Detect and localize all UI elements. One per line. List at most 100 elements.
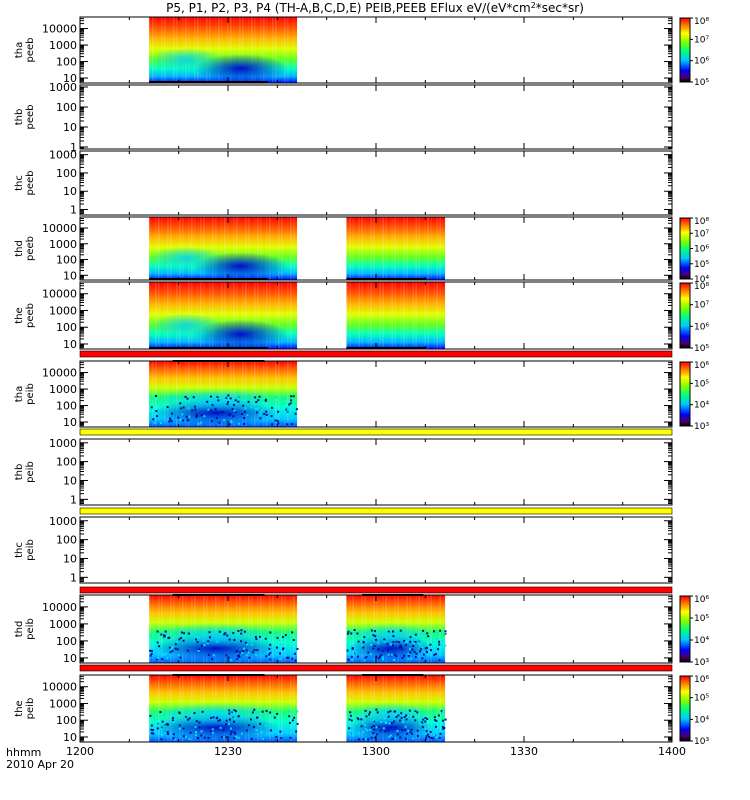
spectrogram-texture [293,675,295,742]
spectrogram-texture [149,17,151,83]
speckle [295,408,298,411]
speckle [251,640,254,643]
colorbar-tick-label: 10⁵ [694,260,709,270]
speckle [251,711,254,714]
speckle [429,643,432,646]
spectrogram-texture [290,675,292,742]
speckle [373,728,376,731]
spectrogram-texture [439,282,441,349]
speckle [414,709,417,712]
speckle [387,632,390,635]
speckle [369,728,372,731]
speckle [364,709,367,712]
speckle [182,727,185,730]
speckle [414,719,417,722]
spectrogram-texture [275,17,277,83]
status-bar [79,586,673,594]
speckle [251,401,253,404]
speckle [207,640,210,643]
speckle [233,639,236,641]
speckle [436,631,439,634]
spectrogram-texture [272,675,274,742]
speckle [171,714,174,717]
x-tick-label: 1330 [510,745,538,758]
speckle [389,710,392,713]
speckle [178,712,181,715]
spectrogram-texture [391,217,393,280]
speckle [267,655,270,658]
spectrogram-texture [358,282,360,349]
spectrogram-texture [427,282,429,349]
spectrogram-texture [161,17,163,83]
speckle [273,410,276,413]
y-axis-label-probe: thb [14,464,25,481]
speckle [411,732,413,735]
speckle [286,732,289,734]
spectrogram-texture [287,361,289,427]
speckle [171,719,174,722]
y-tick-label: 1000 [49,39,77,52]
speckle [170,420,173,423]
speckle [253,725,255,728]
y-tick-label: 100 [56,456,77,469]
speckle [372,732,375,734]
spectrogram-texture [352,282,354,349]
x-tick-label: 1400 [658,745,686,758]
speckle [391,737,394,740]
speckle [163,635,165,638]
speckle [425,730,428,733]
spectrogram-texture [293,595,295,663]
x-tick-label: 1300 [362,745,390,758]
speckle [268,653,271,656]
speckle [269,643,272,646]
speckle [275,736,278,738]
y-tick-label: 1000 [49,697,77,710]
speckle [174,647,177,650]
speckle [406,640,409,643]
speckle [424,717,427,719]
colorbar [679,361,691,427]
speckle [172,721,175,723]
speckle [220,736,223,739]
speckle [212,716,215,719]
speckle [275,395,278,398]
speckle [366,729,369,732]
speckle [257,399,260,402]
speckle [432,737,434,740]
speckle [263,399,266,402]
speckle [421,721,424,724]
spectrogram-texture [248,282,250,349]
speckle [264,724,267,727]
spectrogram-texture [346,282,348,349]
colorbar-tick-label: 10⁶ [694,322,709,332]
speckle [216,640,219,643]
speckle [442,727,445,730]
speckle [416,729,419,732]
speckle [442,726,444,728]
colorbar [679,17,691,83]
speckle [159,711,162,714]
speckle [285,656,288,659]
speckle [226,396,229,399]
speckle [363,658,366,661]
speckle [405,712,408,715]
speckle [406,732,409,735]
speckle [233,731,236,734]
speckle [195,638,197,641]
spectrogram-texture [245,217,247,280]
speckle [215,417,218,420]
speckle [178,728,181,730]
speckle [410,728,413,731]
speckle [211,404,214,407]
speckle [348,727,351,730]
speckle [440,710,443,713]
speckle [287,656,290,659]
speckle [431,640,434,643]
speckle [352,631,355,634]
y-tick-label: 1000 [49,238,77,251]
speckle [184,717,187,720]
speckle [421,657,424,660]
speckle [438,736,441,739]
colorbar-tick-label: 10³ [694,658,709,668]
figure-title: P5, P1, P2, P3, P4 (TH-A,B,C,D,E) PEIB,P… [166,1,584,15]
